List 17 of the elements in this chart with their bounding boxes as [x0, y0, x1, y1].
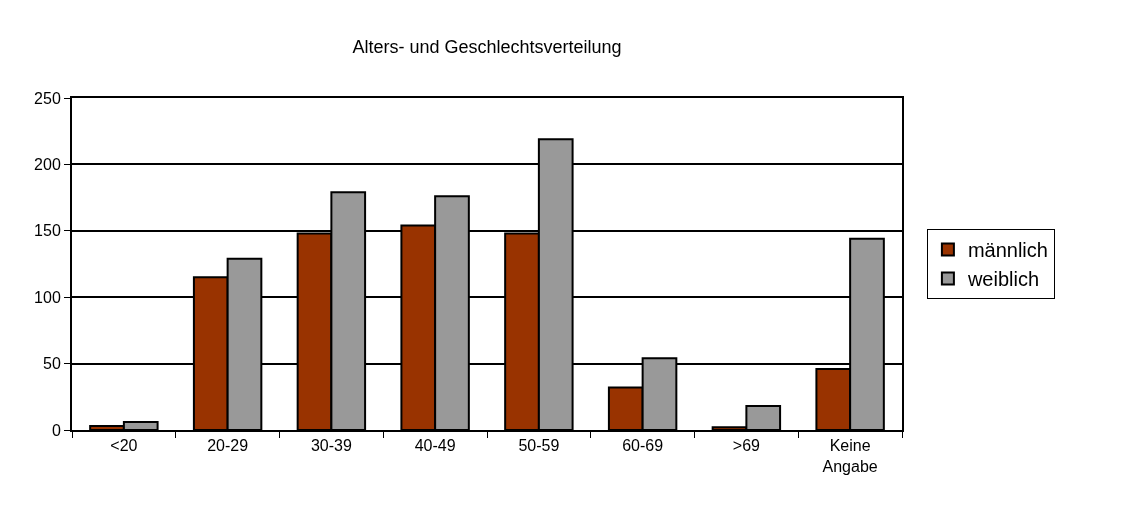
x-tick-label: 20-29	[207, 437, 249, 455]
x-tick-label: >69	[732, 437, 761, 455]
y-tick-label: 100	[34, 288, 61, 306]
legend-label: männlich	[967, 239, 1048, 262]
y-tick-label: 50	[43, 355, 61, 373]
x-tick-label: <20	[110, 437, 138, 455]
y-tick-label: 200	[34, 156, 61, 173]
x-tick-label: 30-39	[310, 437, 352, 455]
x-tick-label: 60-69	[622, 437, 664, 455]
x-tick-label: 40-49	[414, 437, 456, 455]
y-tick-label: 250	[34, 89, 61, 107]
x-tick-label: Keine Angabe	[822, 437, 878, 475]
legend-label: weiblich	[966, 268, 1040, 291]
y-tick-label: 0	[51, 421, 61, 439]
chart-title: Alters- und Geschlechtsverteilung	[352, 36, 622, 57]
y-tick-label: 150	[34, 222, 61, 240]
x-tick-label: 50-59	[518, 437, 560, 455]
